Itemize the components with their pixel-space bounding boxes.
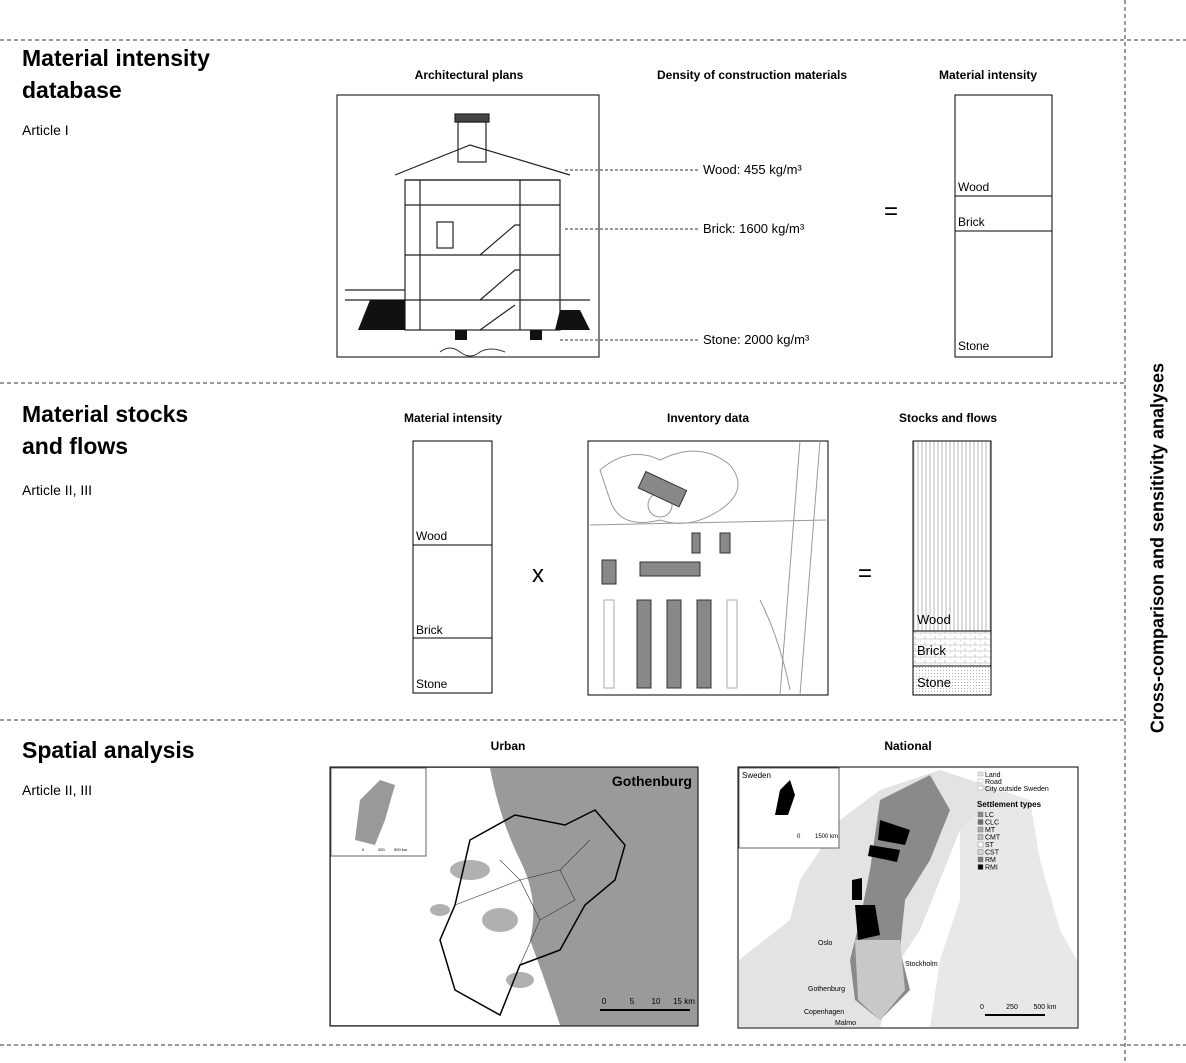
density-connectors — [560, 169, 698, 341]
layer-label: Brick — [416, 623, 443, 637]
legend-label: Land — [985, 772, 1001, 779]
panel-title: Material intensity — [403, 411, 503, 425]
legend-label: CLC — [985, 820, 999, 827]
operator: x — [532, 561, 544, 588]
panel-title: Stocks and flows — [898, 411, 998, 425]
legend-swatch — [977, 841, 984, 848]
operator: = — [884, 198, 899, 225]
legend-label: ST — [985, 842, 995, 849]
density-label: Stone: 2000 kg/m³ — [703, 332, 810, 347]
panel-title: Architectural plans — [414, 68, 524, 82]
scale-label: 250 — [1006, 1004, 1018, 1011]
stocks-bar — [912, 440, 992, 696]
legend-label: MT — [985, 827, 996, 834]
legend-label: CST — [985, 850, 1000, 857]
layer-label: Wood — [917, 612, 951, 627]
legend-swatch — [977, 864, 984, 870]
city-label: Malmo — [835, 1020, 856, 1027]
urban-map: Gothenburg 0 250 500 km 0 5 10 15 km — [329, 766, 699, 1027]
scale-label: 1500 km — [815, 834, 838, 840]
panel-title: Urban — [490, 739, 526, 753]
city-label: Oslo — [818, 940, 833, 947]
scale-label: 250 — [378, 847, 385, 852]
layer-label: Stone — [416, 677, 448, 691]
panel-title: National — [884, 739, 932, 753]
legend-swatch — [977, 826, 984, 833]
scale-label: 0 — [797, 834, 801, 840]
city-label: Gothenburg — [808, 986, 845, 993]
scale-label: 500 km — [394, 847, 408, 852]
city-label: Gothenburg — [612, 773, 692, 789]
scale-label: 15 km — [673, 997, 695, 1006]
scale-label: 0 — [362, 847, 365, 852]
section-title: Material intensity database — [22, 45, 210, 103]
legend-label: CMT — [985, 835, 1001, 842]
layer-label: Stone — [917, 675, 951, 690]
legend-swatch — [977, 778, 984, 784]
legend-title: Settlement types — [977, 800, 1042, 809]
scale-label: 500 km — [1034, 1004, 1057, 1011]
section-subtitle: Article I — [22, 122, 69, 138]
legend-swatch — [977, 834, 984, 840]
layer-label: Wood — [416, 529, 448, 543]
density-label: Wood: 455 kg/m³ — [703, 162, 802, 177]
intensity-bar-1 — [954, 94, 1053, 358]
scale-label: 0 — [602, 997, 607, 1006]
legend-swatch — [977, 849, 984, 855]
inventory-plan — [587, 440, 829, 696]
layer-label: Wood — [958, 180, 990, 194]
layer-label: Brick — [958, 215, 985, 229]
side-label: Cross-comparison and sensitivity analyse… — [1147, 362, 1168, 734]
inset-label: Sweden — [742, 771, 771, 780]
architectural-plan — [336, 94, 600, 358]
intensity-bar-2 — [412, 440, 493, 694]
panel-title: Inventory data — [666, 411, 750, 425]
section-title: Material stocks and flows — [22, 401, 189, 459]
panel-title: Material intensity — [938, 68, 1038, 82]
section-subtitle: Article II, III — [22, 482, 93, 498]
legend-label: LC — [985, 812, 994, 819]
legend-label: RM — [985, 857, 996, 864]
legend-swatch — [977, 811, 984, 818]
legend-swatch — [977, 856, 984, 863]
scale-label: 0 — [980, 1004, 984, 1011]
panel-title: Density of construction materials — [656, 68, 848, 82]
legend-swatch — [977, 785, 984, 791]
city-label: Copenhagen — [804, 1009, 844, 1016]
scale-label: 5 — [630, 997, 635, 1006]
operator: = — [858, 560, 873, 587]
legend-label: RMI — [985, 865, 998, 872]
legend-label: City outside Sweden — [985, 786, 1049, 793]
legend-swatch — [977, 819, 984, 825]
city-label: Stockholm — [905, 961, 938, 968]
layer-label: Stone — [958, 339, 990, 353]
legend-label: Road — [985, 779, 1002, 786]
density-label: Brick: 1600 kg/m³ — [703, 221, 805, 236]
section-title: Spatial analysis — [22, 737, 195, 763]
section-subtitle: Article II, III — [22, 782, 93, 798]
legend-swatch — [977, 771, 984, 777]
scale-label: 10 — [652, 997, 661, 1006]
layer-label: Brick — [917, 643, 946, 658]
